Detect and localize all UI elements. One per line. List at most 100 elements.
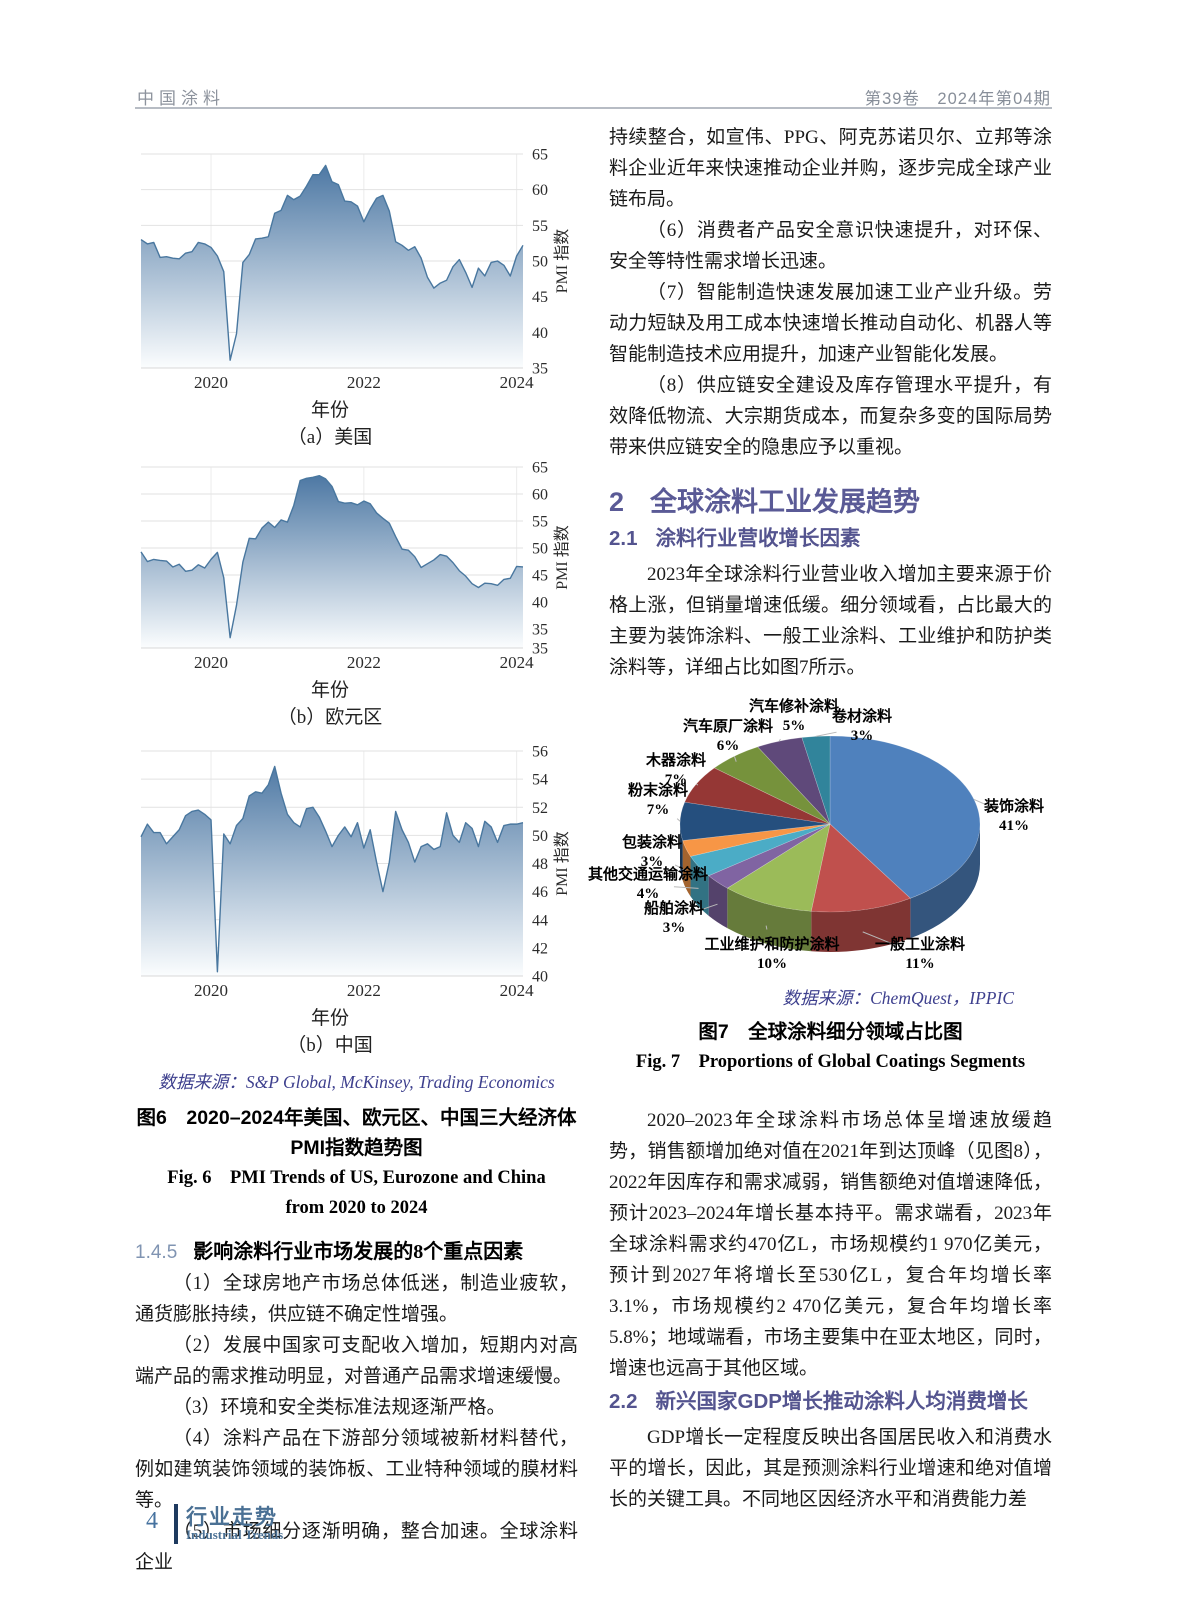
- figure7-caption-zh: 图7 全球涂料细分领域占比图: [698, 1021, 963, 1043]
- pie-slice-label: 包装涂料 3%: [621, 835, 683, 870]
- figure7-source: 数据来源：ChemQuest，IPPIC: [782, 988, 1014, 1008]
- svg-text:48: 48: [532, 856, 548, 873]
- figure6-caption-zh: 图6 2020–2024年美国、欧元区、中国三大经济体 PMI指数趋势图: [135, 1103, 578, 1163]
- pie-slice-label: 装饰涂料 41%: [983, 799, 1045, 834]
- issue-info: 第39卷 2024年第04期: [864, 90, 1051, 108]
- figure6-caption-en: Fig. 6 PMI Trends of US, Eurozone and Ch…: [135, 1163, 578, 1223]
- paragraph: （7）智能制造快速发展加速工业产业升级。劳动力短缺及用工成本快速增长推动自动化、…: [609, 282, 1052, 365]
- svg-text:35: 35: [532, 641, 548, 658]
- x-axis-label: 年份: [310, 400, 349, 421]
- svg-text:2022: 2022: [347, 981, 381, 1000]
- pie-slice-label: 汽车原厂涂料 6%: [682, 719, 774, 754]
- x-axis-label: 年份: [310, 680, 349, 701]
- svg-text:40: 40: [532, 325, 548, 342]
- section-2-1-heading: 2.1 涂料行业营收增长因素: [609, 525, 1052, 553]
- svg-text:60: 60: [532, 182, 548, 199]
- paragraph: 2020–2023年全球涂料市场总体呈增速放缓趋势，销售额增加绝对值在2021年…: [609, 1110, 1052, 1379]
- pie-slice-label: 其他交通运输涂料 4%: [587, 867, 709, 902]
- svg-text:PMI 指数: PMI 指数: [553, 229, 571, 293]
- svg-text:55: 55: [532, 218, 548, 235]
- svg-text:2020: 2020: [194, 981, 228, 1000]
- figure6-caption-en-line2: from 2020 to 2024: [285, 1198, 428, 1218]
- pie-slice-label: 木器涂料 7%: [645, 753, 707, 788]
- svg-text:60: 60: [532, 487, 548, 504]
- paragraph: （4）涂料产品在下游部分领域被新材料替代，例如建筑装饰领域的装饰板、工业特种领域…: [135, 1428, 578, 1511]
- svg-text:65: 65: [532, 147, 548, 164]
- svg-text:2020: 2020: [194, 373, 228, 392]
- svg-text:50: 50: [532, 828, 548, 845]
- page-number: 4: [146, 1508, 158, 1534]
- svg-text:52: 52: [532, 800, 548, 817]
- pie-slice-label: 一般工业涂料 11%: [874, 937, 966, 972]
- svg-text:42: 42: [532, 940, 548, 957]
- svg-text:2024: 2024: [500, 981, 534, 1000]
- section-title: 影响涂料行业市场发展的8个重点因素: [193, 1241, 524, 1263]
- header-rule: [135, 107, 1052, 109]
- paragraph: （2）发展中国家可支配收入增加，短期内对高端产品的需求推动明显，对普通产品需求增…: [135, 1335, 578, 1387]
- svg-text:45: 45: [532, 289, 548, 306]
- segments-pie-chart: 装饰涂料 41% 一般工业涂料 11% 工业维护和防护涂料 10% 船舶涂料 3% 其他交通运输…: [587, 689, 1070, 979]
- pie-slice-label: 工业维护和防护涂料 10%: [704, 937, 840, 972]
- pie-slice-label: 汽车修补涂料 5%: [748, 699, 840, 734]
- svg-text:2022: 2022: [347, 373, 381, 392]
- svg-text:50: 50: [532, 254, 548, 271]
- x-axis-label: 年份: [310, 1008, 349, 1029]
- journal-title: 中国涂料: [137, 89, 225, 108]
- section-number: 2: [609, 487, 625, 517]
- paragraph: GDP增长一定程度反映出各国居民收入和消费水平的增长，因此，其是预测涂料行业增速…: [609, 1427, 1052, 1510]
- chart-caption-us: （a）美国: [287, 427, 373, 448]
- svg-text:46: 46: [532, 884, 548, 901]
- svg-text:54: 54: [532, 772, 548, 789]
- svg-text:50: 50: [532, 541, 548, 558]
- section-number: 2.1: [609, 527, 638, 550]
- svg-text:56: 56: [532, 744, 548, 761]
- section-1-4-5-heading: 1.4.5 影响涂料行业市场发展的8个重点因素: [135, 1237, 578, 1268]
- paragraph: （6）消费者产品安全意识快速提升，对环保、安全等特性需求增长迅速。: [609, 220, 1052, 272]
- svg-text:2022: 2022: [347, 653, 381, 672]
- pmi-chart-us: 35 40 45 50 55 60 65 2020 2022 2024 PMI 指数 年份 （a）美…: [135, 146, 580, 451]
- figure6-source: 数据来源：S&P Global, McKinsey, Trading Econo…: [158, 1072, 555, 1092]
- chart-caption-china: （b）中国: [287, 1035, 373, 1056]
- svg-text:35: 35: [532, 361, 548, 378]
- section-2-2-heading: 2.2 新兴国家GDP增长推动涂料人均消费增长: [609, 1388, 1052, 1416]
- pmi-chart-eurozone: 35 40 45 50 55 60 65 35 2020 2022 2024 PMI 指数 年份 （b…: [135, 459, 580, 731]
- footer-section: 行业走势: [186, 1506, 278, 1529]
- svg-text:2024: 2024: [500, 373, 534, 392]
- paragraph: （3）环境和安全类标准法规逐渐严格。: [173, 1397, 506, 1418]
- pmi-chart-eurozone-plot: 35 40 45 50 55 60 65 35 2020 2022 2024 PMI 指数: [135, 459, 580, 679]
- section-title: 新兴国家GDP增长推动涂料人均消费增长: [655, 1390, 1028, 1413]
- svg-text:55: 55: [532, 514, 548, 531]
- section-number: 1.4.5: [135, 1242, 178, 1263]
- paragraph: （5）市场细分逐渐明确，整合加速。全球涂料企业: [135, 1521, 578, 1573]
- paragraph: （1）全球房地产市场总体低迷，制造业疲软，通货膨胀持续，供应链不确定性增强。: [135, 1273, 578, 1325]
- svg-text:2020: 2020: [194, 653, 228, 672]
- footer-divider: [174, 1504, 178, 1544]
- section-title: 涂料行业营收增长因素: [655, 527, 861, 550]
- paragraph: （8）供应链安全建设及库存管理水平提升，有效降低物流、大宗期货成本，而复杂多变的…: [609, 375, 1052, 458]
- pie-slice-label: 卷材涂料 3%: [831, 709, 893, 744]
- pmi-chart-china: 40 42 44 46 48 50 52 54 56 2020 2022 2024 PMI 指数 年份 …: [135, 743, 580, 1059]
- svg-text:2024: 2024: [500, 653, 534, 672]
- right-column: 持续整合，如宣伟、PPG、阿克苏诺贝尔、立邦等涂料企业近年来快速推动企业并购，逐…: [588, 122, 1052, 1515]
- svg-text:PMI 指数: PMI 指数: [553, 831, 571, 895]
- figure6-caption-zh-line1: 图6 2020–2024年美国、欧元区、中国三大经济体: [136, 1107, 577, 1129]
- pie-slice-label: 船舶涂料 3%: [643, 901, 705, 936]
- svg-text:40: 40: [532, 969, 548, 986]
- section-number: 2.2: [609, 1390, 638, 1413]
- svg-text:44: 44: [532, 912, 548, 929]
- left-column: 35 40 45 50 55 60 65 2020 2022 2024 PMI 指数 年份 （a）美…: [135, 130, 578, 1578]
- figure6-caption-zh-line2: PMI指数趋势图: [290, 1137, 423, 1159]
- pie-slice-label: 粉末涂料 7%: [627, 783, 689, 818]
- pmi-chart-china-plot: 40 42 44 46 48 50 52 54 56 2020 2022 2024 PMI 指数: [135, 743, 580, 1007]
- paragraph: 2023年全球涂料行业营业收入增加主要来源于价格上涨，但销量增速低缓。细分领域看…: [609, 564, 1052, 678]
- chart-caption-eurozone: （b）欧元区: [277, 707, 383, 728]
- svg-text:35: 35: [532, 622, 548, 639]
- svg-text:40: 40: [532, 595, 548, 612]
- pmi-chart-us-plot: 35 40 45 50 55 60 65 2020 2022 2024 PMI 指数: [135, 146, 580, 399]
- svg-text:65: 65: [532, 460, 548, 477]
- paragraph: 持续整合，如宣伟、PPG、阿克苏诺贝尔、立邦等涂料企业近年来快速推动企业并购，逐…: [609, 127, 1052, 210]
- figure7-caption-en: Fig. 7 Proportions of Global Coatings Se…: [635, 1052, 1026, 1072]
- section-title: 全球涂料工业发展趋势: [650, 487, 921, 517]
- svg-text:PMI 指数: PMI 指数: [553, 525, 571, 589]
